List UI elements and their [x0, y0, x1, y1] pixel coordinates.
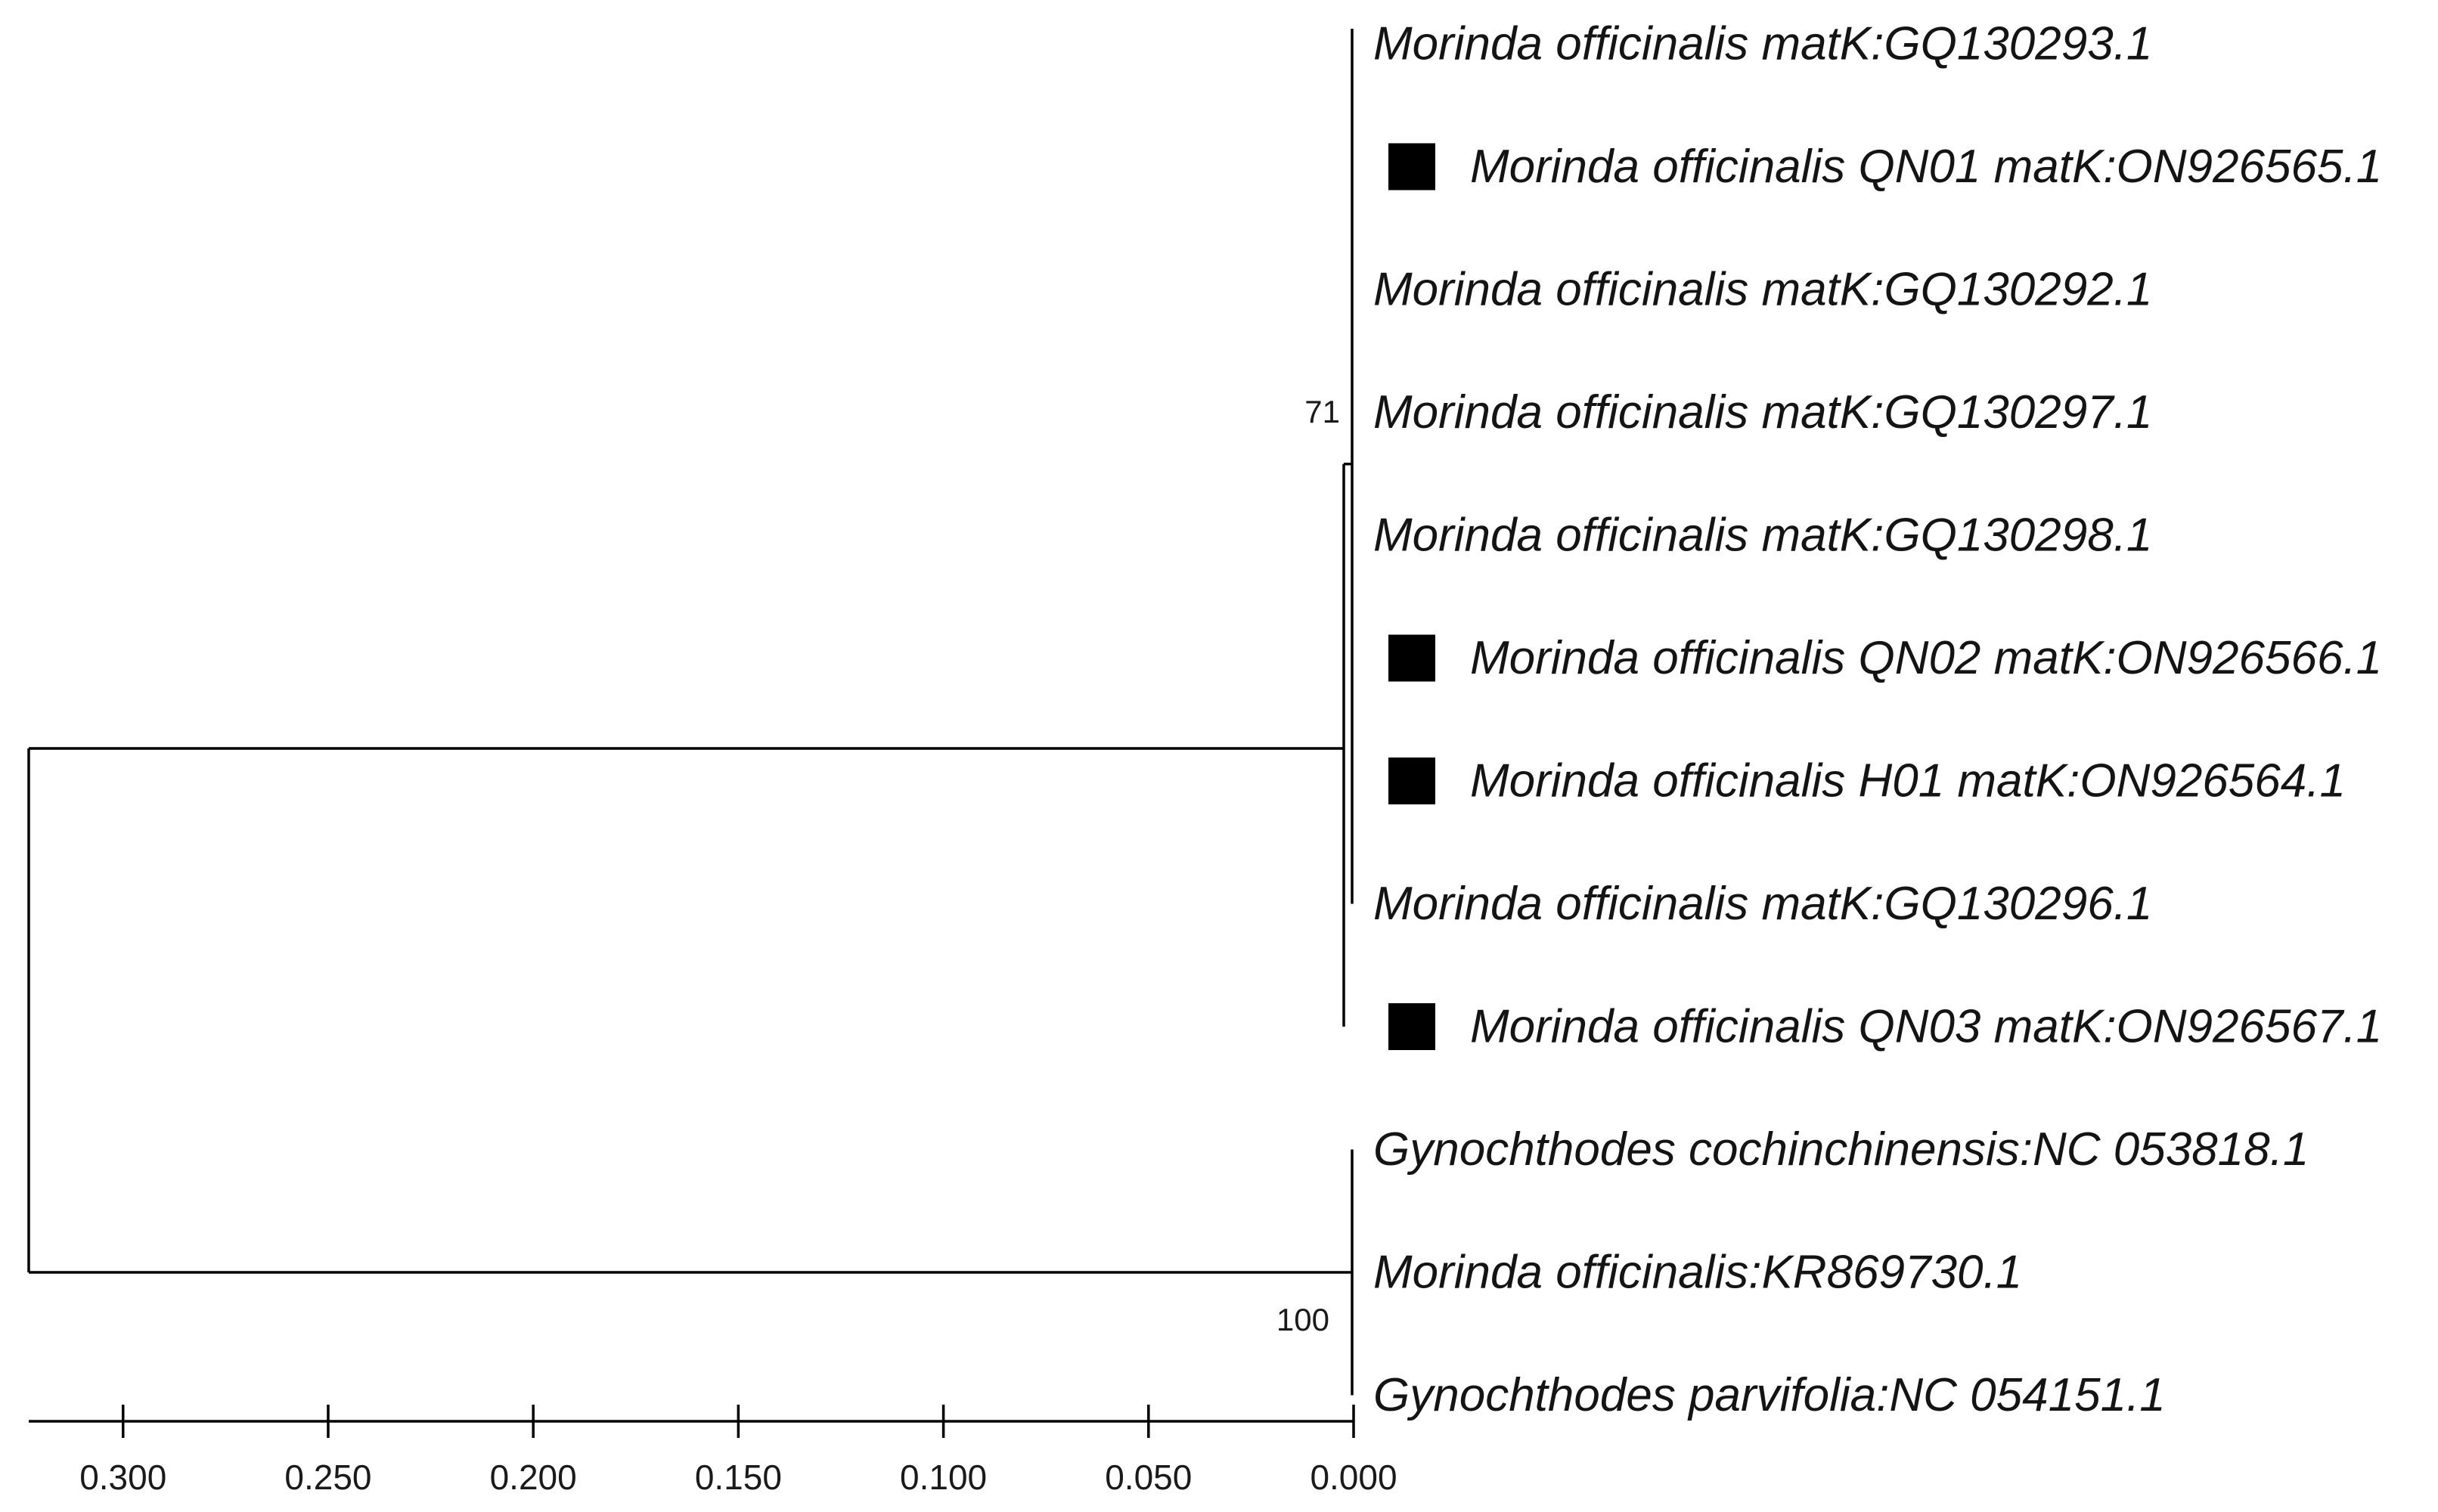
taxon-label: Morinda officinalis matK:GQ130297.1 — [1373, 386, 2152, 438]
taxon-label: Morinda officinalis H01 matK:ON926564.1 — [1470, 755, 2346, 807]
taxon-label: Morinda officinalis matK:GQ130292.1 — [1373, 264, 2152, 316]
scale-tick-label: 0.250 — [284, 1458, 371, 1497]
taxon-label: Morinda officinalis QN02 matK:ON926566.1 — [1470, 632, 2382, 684]
scale-tick-label: 0.300 — [79, 1458, 166, 1497]
taxon-label: Morinda officinalis:KR869730.1 — [1373, 1247, 2022, 1299]
taxon-label: Morinda officinalis matK:GQ130298.1 — [1373, 510, 2152, 562]
bootstrap-values: 71 100 — [1276, 394, 1340, 1337]
taxon-label: Morinda officinalis matK:GQ130293.1 — [1373, 18, 2152, 70]
taxon-labels: Morinda officinalis matK:GQ130293.1 Morin… — [1373, 18, 2382, 1422]
scale-tick-label: 0.100 — [900, 1458, 987, 1497]
scale-tick-label: 0.200 — [490, 1458, 577, 1497]
sample-square-marker — [1388, 758, 1435, 804]
sample-square-marker — [1388, 1003, 1435, 1050]
distance-scale-axis: 0.300 0.250 0.200 0.150 0.100 0.050 0.000 — [29, 1405, 1397, 1497]
sample-square-marker — [1388, 143, 1435, 191]
scale-tick-label: 0.050 — [1105, 1458, 1192, 1497]
taxon-label: Morinda officinalis QN03 matK:ON926567.1 — [1470, 1001, 2382, 1053]
taxon-label: Gynochthodes cochinchinensis:NC 053818.1 — [1373, 1123, 2309, 1176]
bootstrap-value: 100 — [1276, 1302, 1329, 1337]
taxon-label: Morinda officinalis QN01 matK:ON926565.1 — [1470, 141, 2382, 193]
bootstrap-value: 71 — [1304, 394, 1340, 429]
taxon-label: Gynochthodes parvifolia:NC 054151.1 — [1373, 1369, 2166, 1421]
sample-markers — [1388, 143, 1435, 1050]
scale-tick-label: 0.150 — [695, 1458, 782, 1497]
tree-branches — [27, 29, 1354, 1396]
taxon-label: Morinda officinalis matK:GQ130296.1 — [1373, 878, 2152, 930]
sample-square-marker — [1388, 634, 1435, 682]
scale-tick-label: 0.000 — [1310, 1458, 1397, 1497]
